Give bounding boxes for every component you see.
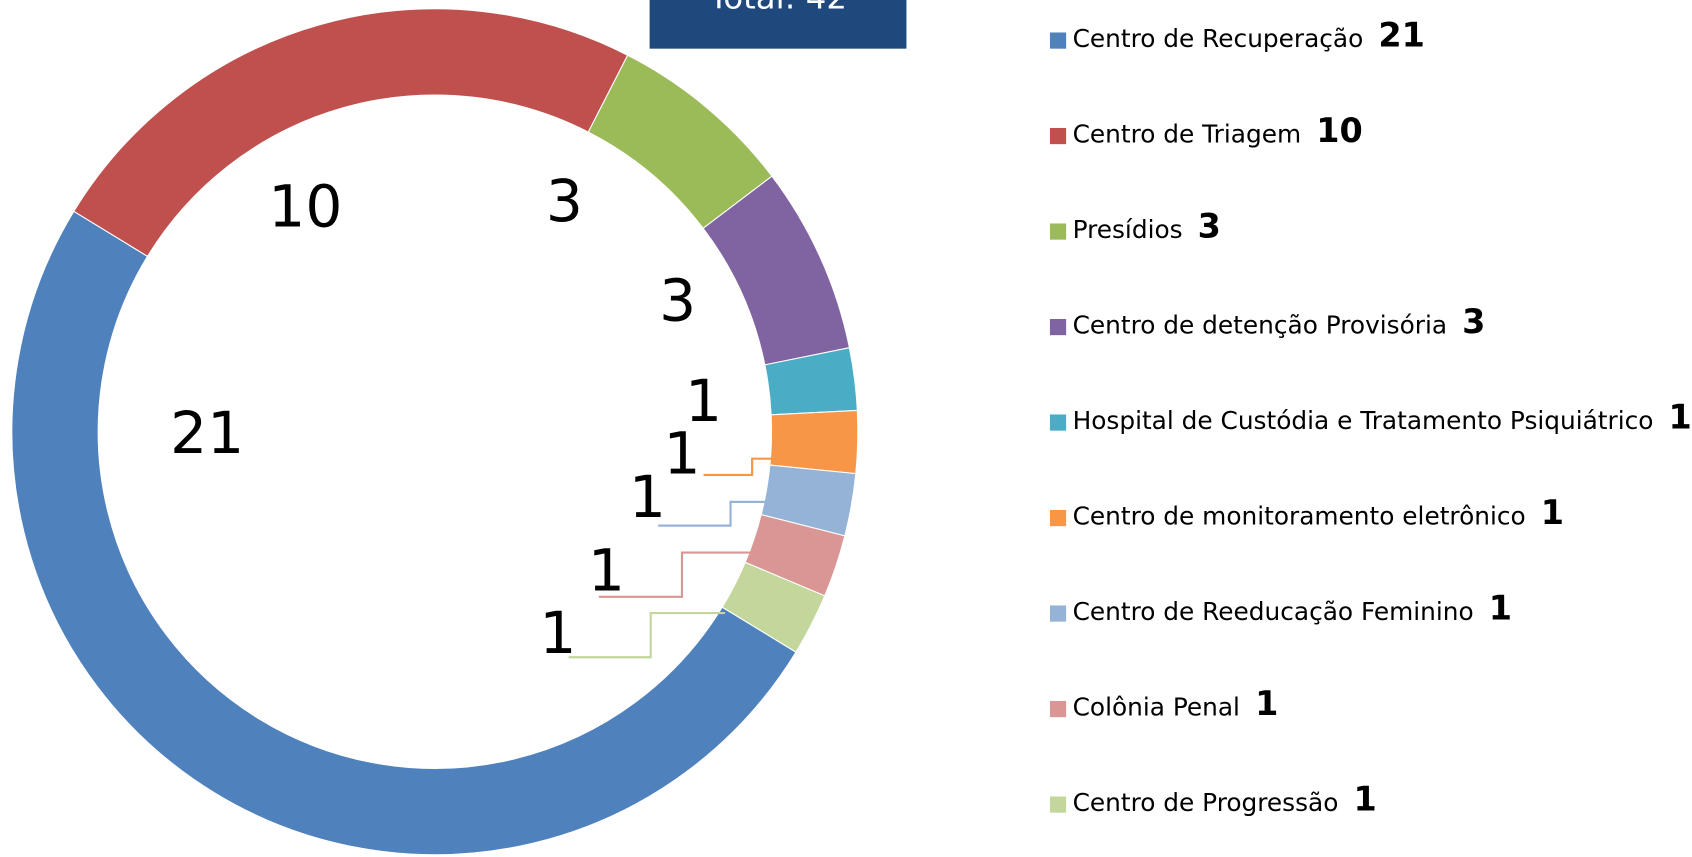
legend-label: Centro de Triagem <box>1073 120 1302 149</box>
legend-value: 3 <box>1198 206 1221 245</box>
legend-label: Presídios <box>1073 215 1183 244</box>
data-label: 1 <box>685 367 722 435</box>
legend-value: 1 <box>1353 779 1376 818</box>
data-label: 1 <box>629 463 666 531</box>
legend-swatch <box>1049 796 1067 813</box>
legend-value: 1 <box>1541 493 1564 532</box>
slice <box>769 409 859 475</box>
slice <box>721 561 826 653</box>
total-label: Total: 42 <box>708 0 847 17</box>
total-box <box>649 0 907 49</box>
legend-label: Hospital de Custódia e Tratamento Psiqui… <box>1073 406 1654 435</box>
leader-line <box>568 611 726 659</box>
data-label: 1 <box>663 420 700 488</box>
leader-line <box>658 500 802 527</box>
legend-label: Centro de Progressão <box>1073 788 1339 817</box>
legend-value: 21 <box>1378 15 1425 54</box>
legend-swatch <box>1049 605 1067 622</box>
legend-value: 10 <box>1316 111 1363 150</box>
legend-label: Centro de Recuperação <box>1073 24 1364 53</box>
legend-label: Centro de Reeducação Feminino <box>1073 597 1474 626</box>
data-label: 1 <box>588 536 625 604</box>
slice <box>73 8 629 258</box>
data-label: 21 <box>170 399 244 467</box>
data-label: 3 <box>659 267 696 335</box>
slice <box>11 210 797 856</box>
legend-swatch <box>1049 318 1067 336</box>
legend-swatch <box>1049 700 1067 718</box>
legend-label: Centro de monitoramento eletrônico <box>1073 502 1526 531</box>
data-label: 3 <box>546 167 583 235</box>
legend-value: 3 <box>1462 302 1485 341</box>
legend-swatch <box>1049 127 1067 145</box>
legend-value: 1 <box>1669 397 1692 436</box>
leader-line <box>703 457 773 476</box>
legend-swatch <box>1049 414 1067 431</box>
data-label: 1 <box>539 599 576 667</box>
leader-line <box>598 551 754 598</box>
legend-label: Centro de detenção Provisória <box>1073 311 1447 340</box>
legend-value: 1 <box>1489 588 1512 627</box>
legend-swatch <box>1049 509 1067 527</box>
legend-swatch <box>1049 223 1067 240</box>
data-label: 10 <box>268 173 342 241</box>
legend-swatch <box>1049 32 1067 49</box>
legend-label: Colônia Penal <box>1073 693 1240 722</box>
legend-value: 1 <box>1255 684 1278 723</box>
